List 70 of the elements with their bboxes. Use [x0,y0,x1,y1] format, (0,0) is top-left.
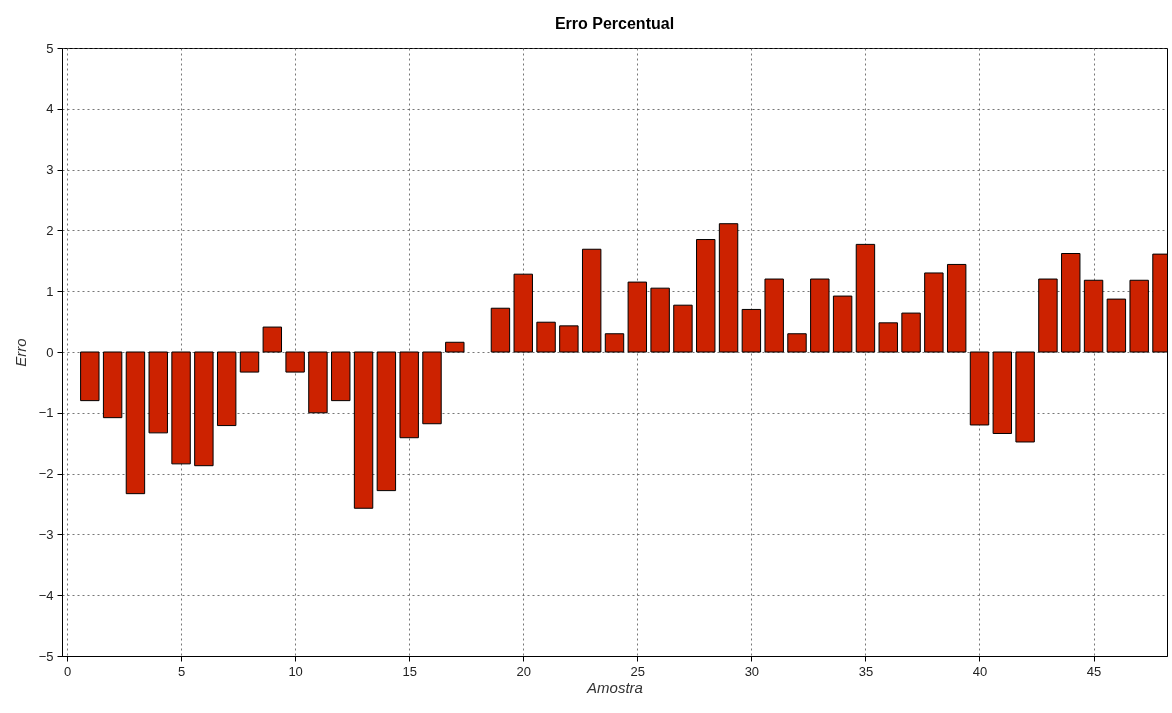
y-axis-title: Erro [11,338,29,367]
y-tick-label: −5 [38,648,54,664]
x-tick-label: 5 [177,663,186,679]
bar [1083,279,1104,353]
y-tick-label: −4 [38,587,54,603]
bar [422,351,442,425]
bar [832,295,853,353]
bar [1015,351,1035,443]
x-tick-label: 40 [972,663,988,679]
bar [148,351,168,434]
bar [696,239,716,353]
y-tick-label: 4 [46,101,54,117]
bar [1061,253,1081,353]
y-tick-label: 1 [46,283,54,299]
bar [924,272,944,353]
y-tick-label: −1 [38,405,54,421]
bar [399,351,419,439]
chart-title: Erro Percentual [554,15,675,32]
bar [216,351,237,427]
x-tick-label: 0 [63,663,72,679]
x-axis-title: Amostra [586,678,643,696]
bar [604,333,625,353]
bar [445,341,465,353]
bar [627,281,648,353]
x-tick-label: 15 [402,663,417,679]
y-tick-label: 0 [46,344,54,360]
bar [878,322,898,353]
x-tick-label: 45 [1086,663,1102,679]
bar [239,351,260,373]
bar [171,351,191,465]
bar [513,273,533,353]
bar [308,351,328,414]
bar [810,278,830,353]
bar [80,351,100,402]
bar [581,248,602,353]
bar [536,321,556,353]
bar [1106,298,1127,353]
bar [787,333,807,353]
bar [673,304,693,353]
bar [650,287,670,353]
x-tick-label: 20 [516,663,531,679]
bar [376,351,397,492]
bar [901,312,921,353]
bar [946,263,967,353]
bar [331,351,351,402]
y-tick-label: 3 [46,162,54,178]
bar [490,307,511,353]
bar [353,351,374,509]
x-tick-label: 35 [858,663,874,679]
x-tick-label: 10 [288,663,303,679]
y-tick-label: 2 [46,222,54,238]
bar [992,351,1013,434]
x-tick-label: 25 [630,663,646,679]
bar [1038,278,1058,353]
x-tick-label: 30 [744,663,760,679]
bar [285,351,305,373]
bar [102,351,123,419]
bar [718,223,739,353]
y-tick-label: −2 [38,466,54,482]
y-tick-label: −3 [38,526,54,542]
bar [855,243,876,353]
bar [741,308,762,353]
bar [764,278,784,353]
bar [969,351,990,426]
bar [125,351,146,495]
bar [1129,279,1149,353]
bar [262,326,283,353]
bar [559,325,579,353]
bar [194,351,214,467]
y-tick-label: 5 [46,40,54,56]
